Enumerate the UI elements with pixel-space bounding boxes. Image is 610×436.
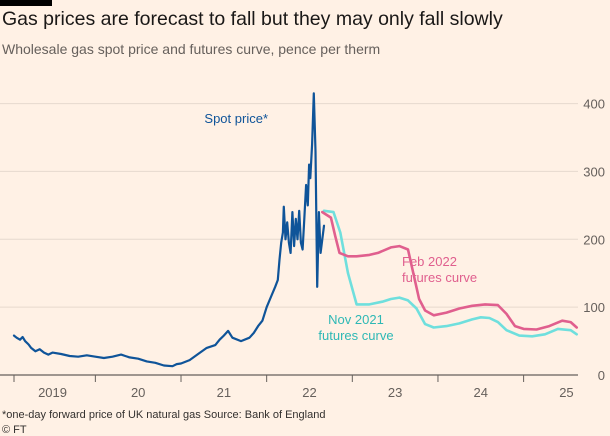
chart-title: Gas prices are forecast to fall but they… <box>2 8 503 30</box>
x-tick-label: 20 <box>131 385 145 400</box>
y-tick-label: 0 <box>598 368 605 383</box>
x-tick-label: 22 <box>302 385 316 400</box>
y-tick-label: 400 <box>583 97 605 112</box>
x-tick-label: 25 <box>559 385 573 400</box>
y-axis-labels: 0 100 200 300 400 <box>583 97 605 383</box>
label-nov-2021-futures: Nov 2021 futures curve <box>318 312 393 343</box>
y-tick-label: 300 <box>583 164 605 179</box>
series-line-spot-price <box>12 92 326 368</box>
gridlines <box>0 103 578 308</box>
x-tick-label: 23 <box>388 385 402 400</box>
series-line-nov-2021-futures <box>322 209 578 338</box>
footnote-source: *one-day forward price of UK natural gas… <box>2 409 326 421</box>
y-tick-label: 200 <box>583 232 605 247</box>
ft-credit: © FT <box>2 424 27 436</box>
x-tick-label: 21 <box>217 385 231 400</box>
x-tick-label: 2019 <box>38 385 67 400</box>
series-line-feb-2022-futures <box>321 210 578 331</box>
x-tick-label: 24 <box>474 385 488 400</box>
x-axis: 2019 20 21 22 23 24 25 <box>0 374 578 400</box>
series-lines <box>12 92 578 368</box>
label-feb-2022-futures: Feb 2022 futures curve <box>402 254 477 285</box>
y-tick-label: 100 <box>583 300 605 315</box>
label-spot-price: Spot price* <box>204 111 268 126</box>
ft-top-bar <box>0 0 52 6</box>
chart-subtitle: Wholesale gas spot price and futures cur… <box>2 41 381 57</box>
series-labels: Spot price* Feb 2022 futures curve Nov 2021… <box>204 111 477 343</box>
